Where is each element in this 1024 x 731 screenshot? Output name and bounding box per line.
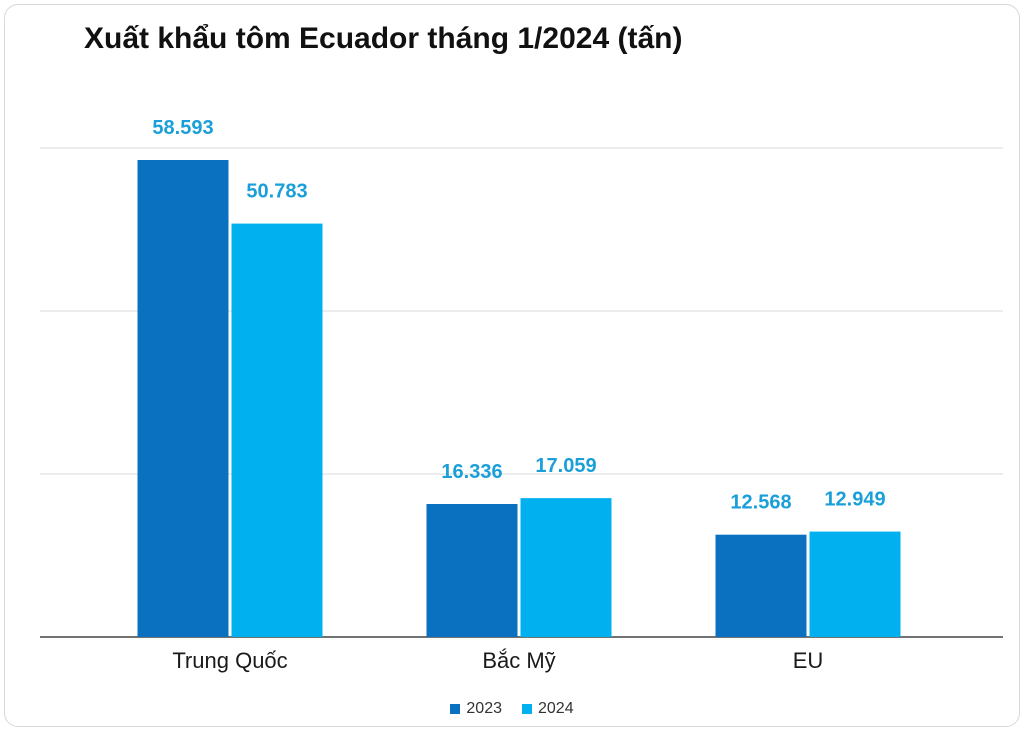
bar-2024-2 — [809, 531, 901, 637]
bar-2023-1 — [426, 504, 518, 637]
data-label-2023-0: 58.593 — [152, 117, 213, 139]
chart-legend: 2023 2024 — [0, 700, 1024, 718]
data-label-2023-2: 12.568 — [730, 492, 791, 514]
legend-item-2024: 2024 — [522, 700, 574, 718]
chart-frame — [4, 4, 1020, 727]
data-label-2024-2: 12.949 — [824, 489, 885, 511]
bar-2024-0 — [231, 223, 323, 638]
legend-swatch-2023 — [450, 704, 461, 714]
x-tick-label-2: EU — [793, 648, 824, 673]
legend-label-2024: 2024 — [538, 700, 574, 717]
legend-label-2023: 2023 — [466, 700, 502, 717]
data-label-2024-1: 17.059 — [535, 455, 596, 477]
legend-item-2023: 2023 — [450, 700, 502, 718]
data-label-2024-0: 50.783 — [246, 181, 307, 203]
chart-title: Xuất khẩu tôm Ecuador tháng 1/2024 (tấn) — [84, 22, 683, 55]
data-label-2023-1: 16.336 — [441, 461, 502, 483]
bar-2023-2 — [715, 534, 807, 637]
bar-2024-1 — [520, 498, 612, 637]
legend-swatch-2024 — [522, 704, 532, 714]
x-tick-label-0: Trung Quốc — [172, 648, 287, 673]
bar-2023-0 — [137, 160, 229, 637]
x-tick-label-1: Bắc Mỹ — [482, 648, 555, 673]
